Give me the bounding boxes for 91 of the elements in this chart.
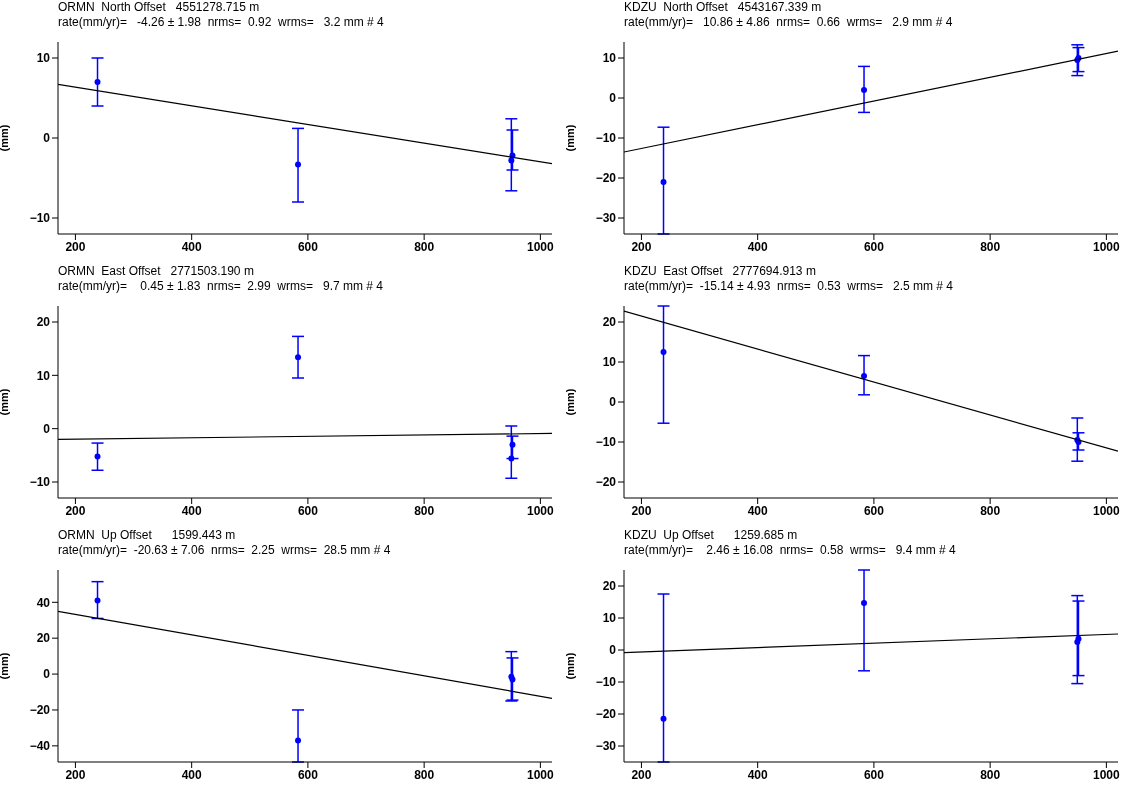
x-tick-label: 800 [980,503,1001,518]
chart-title: ORMN East Offset 2771503.190 m [58,264,255,279]
y-axis-title: (mm) [0,652,10,680]
y-tick-label: 0 [609,643,617,658]
x-tick-label: 400 [747,767,768,782]
y-tick-label: −20 [29,703,51,718]
y-tick-label: 0 [43,131,51,146]
point [660,179,667,185]
x-tick-label: 200 [631,767,652,782]
chart-title: ORMN North Offset 4551278.715 m [58,0,261,15]
x-tick-label: 1000 [1093,767,1121,782]
x-tick-label: 600 [863,767,885,782]
y-tick-label: −10 [595,675,617,690]
chart-title: KDZU Up Offset 1259.685 m [624,528,799,543]
point [861,599,868,606]
y-tick-label: −30 [595,739,617,754]
x-tick-label: 600 [297,503,319,518]
y-tick-label: 10 [36,368,51,383]
x-tick-label: 800 [414,767,435,782]
chart-title: ORMN Up Offset 1599.443 m [58,528,237,543]
x-tick-label: 400 [747,503,768,518]
y-tick-label: −30 [595,211,617,226]
chart-title: KDZU East Offset 2777694.913 m [624,264,817,279]
x-tick-label: 200 [65,767,86,782]
y-tick-label: −20 [595,171,617,186]
point [94,453,101,460]
x-tick-label: 1000 [527,239,555,254]
point [94,79,101,85]
y-tick-label: −10 [595,131,617,146]
x-tick-label: 200 [631,503,652,518]
x-tick-label: 400 [181,503,202,518]
point [295,737,302,744]
point [660,349,667,355]
chart-subtitle: rate(mm/yr)= -20.63 ± 7.06 nrms= 2.25 wrms= 28.5 mm # 4 [58,543,392,558]
y-axis-title: (mm) [0,388,10,416]
point [1075,635,1082,642]
y-tick-label: 0 [43,421,51,436]
y-tick-label: 10 [36,51,51,66]
x-tick-label: 800 [980,767,1001,782]
x-tick-label: 600 [863,239,885,254]
x-tick-label: 400 [181,767,202,782]
x-tick-label: 1000 [1093,239,1121,254]
y-tick-label: 20 [36,315,51,330]
y-tick-label: 10 [602,611,617,626]
x-tick-label: 800 [980,239,1001,254]
y-tick-label: −10 [29,211,51,226]
x-tick-label: 600 [297,767,319,782]
y-tick-label: −40 [29,739,51,754]
x-tick-label: 800 [414,503,435,518]
chart-subtitle: rate(mm/yr)= 10.86 ± 4.86 nrms= 0.66 wrms= 2.9 mm # 4 [624,15,954,30]
y-tick-label: 10 [602,355,617,370]
point [861,373,868,379]
y-tick-label: 0 [609,395,617,410]
y-axis-title: (mm) [563,388,576,416]
x-tick-label: 400 [747,239,768,254]
point [94,597,101,604]
x-tick-label: 1000 [527,767,555,782]
x-tick-label: 400 [181,239,202,254]
y-tick-label: 20 [602,315,617,330]
x-tick-label: 200 [631,239,652,254]
x-tick-label: 600 [297,239,319,254]
y-tick-label: 0 [609,91,617,106]
y-tick-label: −20 [595,475,617,490]
point [295,161,302,168]
y-tick-label: −20 [595,707,617,722]
chart-subtitle: rate(mm/yr)= 2.46 ± 16.08 nrms= 0.58 wrms= 9.4 mm # 4 [624,543,957,558]
y-axis-title: (mm) [563,652,576,680]
x-tick-label: 200 [65,239,86,254]
y-tick-label: 20 [602,579,617,594]
point [509,441,516,448]
y-axis-title: (mm) [563,124,576,152]
chart-title: KDZU North Offset 4543167.339 m [624,0,823,15]
x-tick-label: 200 [65,503,86,518]
y-tick-label: −10 [595,435,617,450]
y-tick-label: 0 [43,667,51,682]
chart-subtitle: rate(mm/yr)= -15.14 ± 4.93 nrms= 0.53 wrms= 2.5 mm # 4 [624,279,955,294]
x-tick-label: 600 [863,503,885,518]
point [295,354,302,361]
point [508,455,515,462]
y-tick-label: −10 [29,475,51,490]
x-tick-label: 1000 [1093,503,1121,518]
point [861,87,868,93]
chart-subtitle: rate(mm/yr)= 0.45 ± 1.83 nrms= 2.99 wrms= 9.7 mm # 4 [58,279,385,294]
y-tick-label: 10 [602,51,617,66]
chart-subtitle: rate(mm/yr)= -4.26 ± 1.98 nrms= 0.92 wrms= 3.2 mm # 4 [58,15,385,30]
x-tick-label: 800 [414,239,435,254]
y-tick-label: 40 [36,595,51,610]
x-tick-label: 1000 [527,503,555,518]
y-tick-label: 20 [36,631,51,646]
point [660,715,667,722]
y-axis-title: (mm) [0,124,10,152]
